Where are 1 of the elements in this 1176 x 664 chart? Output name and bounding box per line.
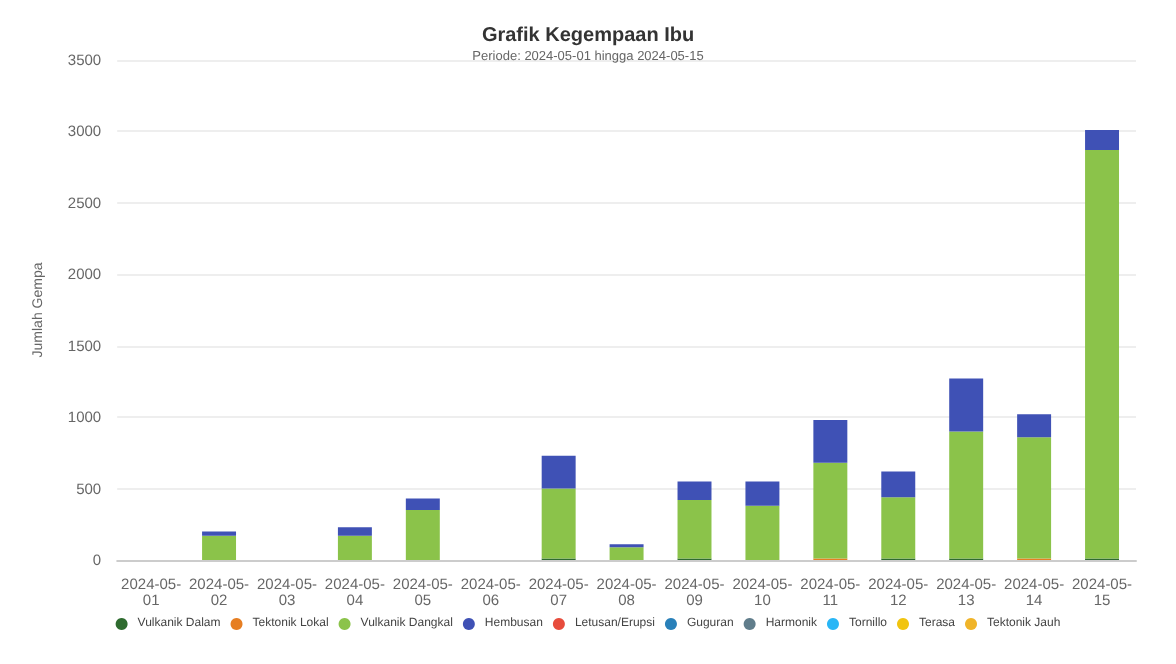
chart-title: Grafik Kegempaan Ibu (481, 25, 695, 47)
